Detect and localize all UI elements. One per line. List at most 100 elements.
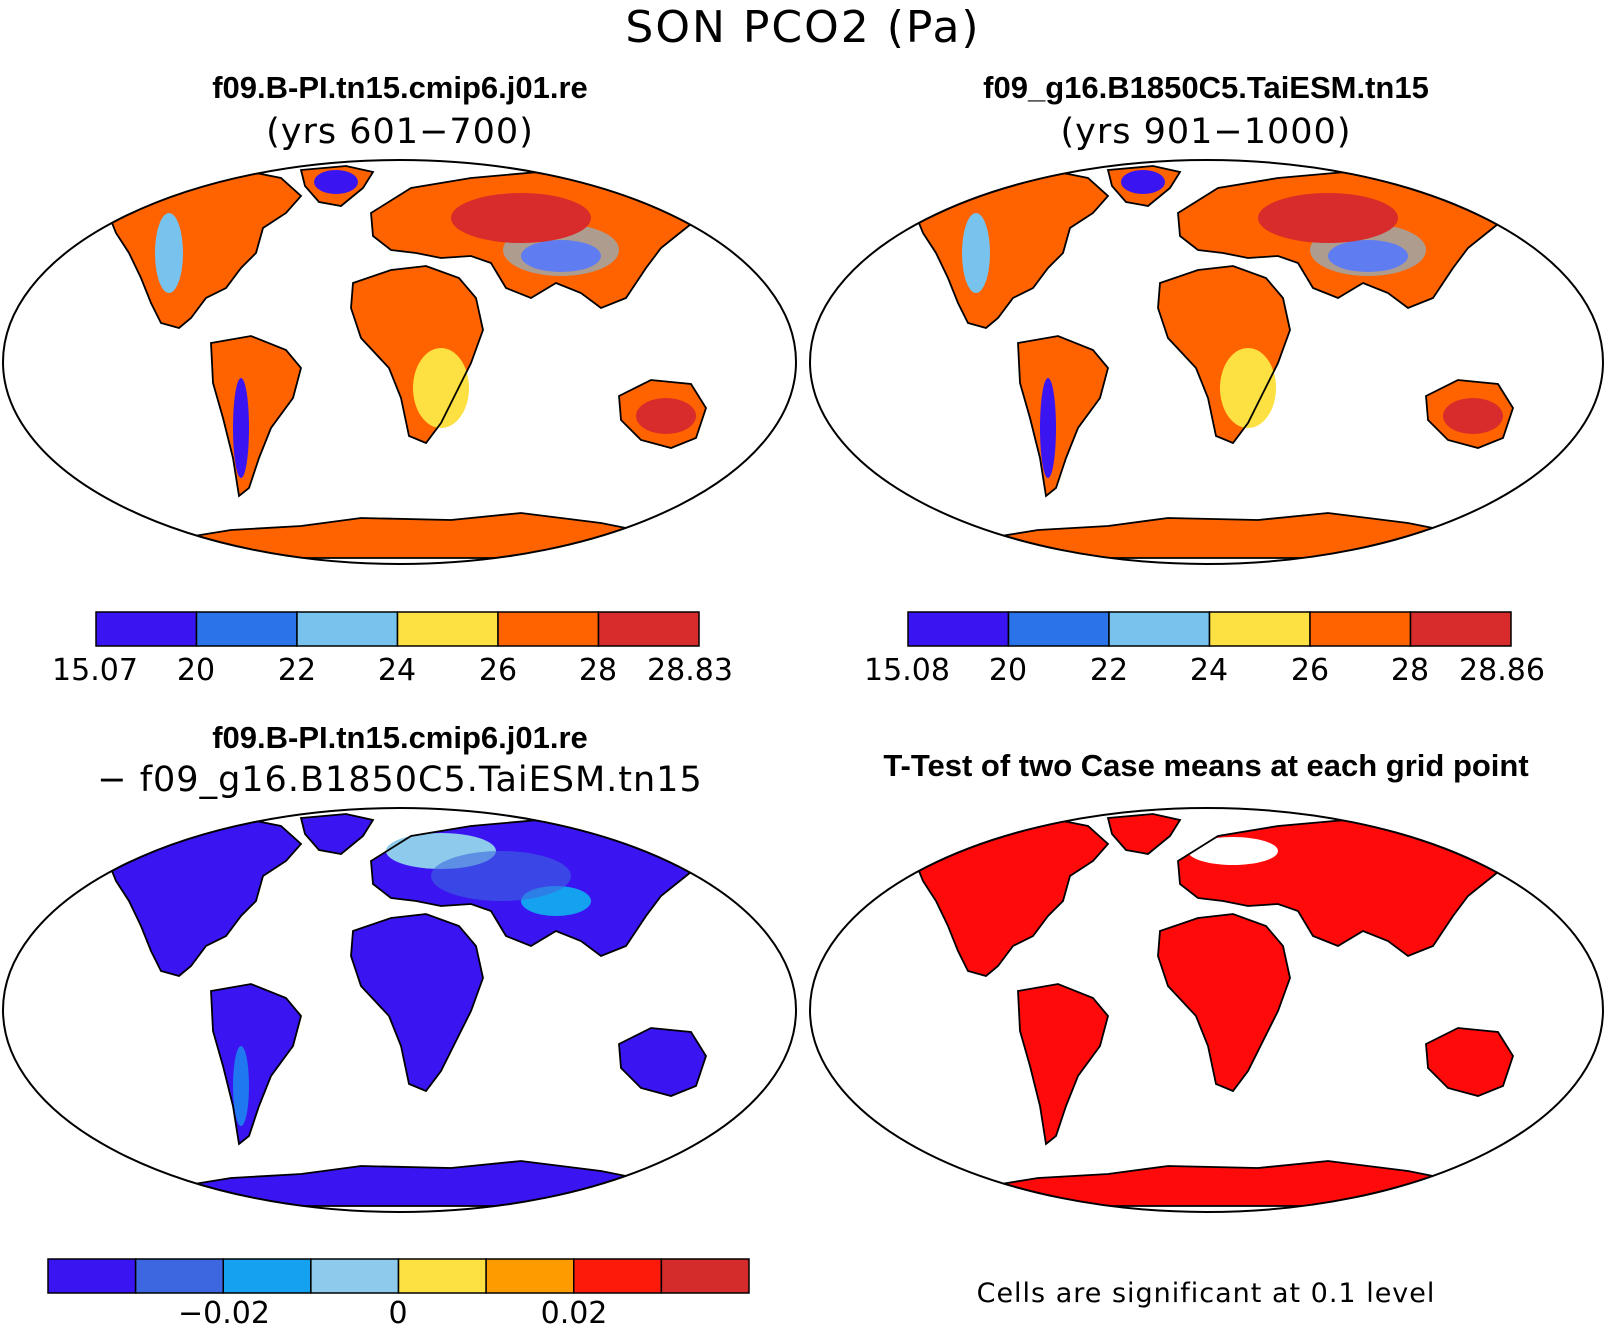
colorbar-swatch xyxy=(396,611,499,647)
southAmerica-coastline xyxy=(1017,983,1109,1146)
colorbar-case2-tick: 20 xyxy=(988,653,1028,688)
southAmerica-land xyxy=(1018,336,1108,496)
colorbar-case1-tick: 20 xyxy=(176,653,216,688)
panel-3-title: f09.B-PI.tn15.cmip6.j01.re xyxy=(212,720,588,755)
colorbar-swatch xyxy=(134,1258,224,1294)
colorbar-difference xyxy=(47,1258,750,1294)
colorbar-swatch xyxy=(310,1258,400,1294)
greenland-coastline xyxy=(1106,813,1182,855)
andes-region xyxy=(233,378,249,478)
colorbar-swatch xyxy=(1108,611,1211,647)
australia-coastline xyxy=(618,1027,707,1097)
siberia-region xyxy=(1258,193,1398,243)
map-land-group xyxy=(104,165,713,559)
map-land-group xyxy=(104,813,713,1207)
southAmerica-land xyxy=(211,336,301,496)
colorbar-case2-tick: 15.08 xyxy=(864,653,950,688)
australia-land xyxy=(1426,1028,1513,1096)
colorbar-swatch xyxy=(296,611,399,647)
colorbar-swatch xyxy=(397,1258,487,1294)
panel-1-subtitle: (yrs 601−700) xyxy=(266,112,534,152)
greenland-coastline xyxy=(299,813,375,855)
colorbar-case1-tick: 22 xyxy=(277,653,317,688)
siberia-region xyxy=(451,193,591,243)
colorbar-case1-tick: 26 xyxy=(478,653,518,688)
colorbar-difference-tick: −0.02 xyxy=(178,1296,270,1331)
south-africa-region xyxy=(1220,348,1276,428)
eurasia-diff-region xyxy=(431,851,571,901)
africa-land xyxy=(351,914,483,1091)
colorbar-difference-tick: 0.02 xyxy=(540,1296,608,1331)
antarctica-coastline xyxy=(150,1160,653,1207)
southAmerica-land xyxy=(1018,984,1108,1144)
greenland-coastline xyxy=(1106,165,1182,207)
colorbar-case2-tick: 28 xyxy=(1390,653,1430,688)
australia-region xyxy=(636,398,696,434)
panel-1-title: f09.B-PI.tn15.cmip6.j01.re xyxy=(212,70,588,105)
australia-coastline xyxy=(618,379,707,449)
map-ttest xyxy=(808,807,1605,1213)
colorbar-swatch xyxy=(1409,611,1512,647)
southAmerica-land xyxy=(211,984,301,1144)
panel-2-subtitle: (yrs 901−1000) xyxy=(1060,112,1352,152)
andes-diff-region xyxy=(233,1046,249,1126)
colorbar-swatch xyxy=(95,611,198,647)
rockies-region xyxy=(155,213,183,293)
colorbar-case2-tick: 24 xyxy=(1189,653,1229,688)
colorbar-case2-tick: 28.86 xyxy=(1459,653,1545,688)
map-border xyxy=(1,159,798,565)
antarctica-coastline xyxy=(957,1160,1460,1207)
africa-coastline xyxy=(350,913,484,1093)
colorbar-swatch xyxy=(660,1258,750,1294)
southAmerica-coastline xyxy=(210,983,302,1146)
africa-land xyxy=(1158,266,1290,443)
colorbar-swatch xyxy=(573,1258,663,1294)
northAmerica-land xyxy=(106,170,301,328)
africa-land xyxy=(351,266,483,443)
antarctica-land xyxy=(958,513,1458,558)
greenland-coastline xyxy=(299,165,375,207)
map-land-group xyxy=(911,165,1520,559)
colorbar-case2-tick: 26 xyxy=(1290,653,1330,688)
colorbar-swatch xyxy=(597,611,700,647)
south-africa-region xyxy=(413,348,469,428)
greenland-region xyxy=(1121,170,1165,194)
australia-region xyxy=(1443,398,1503,434)
insignificant-region xyxy=(1188,837,1278,865)
map-difference xyxy=(1,807,798,1213)
africa-coastline xyxy=(350,265,484,445)
colorbar-case2-tick: 22 xyxy=(1089,653,1129,688)
colorbar-swatch xyxy=(195,611,298,647)
panel-4-title: T-Test of two Case means at each grid po… xyxy=(883,748,1529,783)
colorbar-case1 xyxy=(95,611,700,647)
northAmerica-land xyxy=(106,818,301,976)
map-border xyxy=(808,807,1605,1213)
antarctica-coastline xyxy=(957,512,1460,559)
figure-title: SON PCO2 (Pa) xyxy=(625,2,981,53)
australia-coastline xyxy=(1425,1027,1514,1097)
colorbar-swatch xyxy=(485,1258,575,1294)
greenland-region xyxy=(314,170,358,194)
colorbar-case1-tick: 28.83 xyxy=(647,653,733,688)
australia-land xyxy=(619,1028,706,1096)
northAmerica-land xyxy=(913,818,1108,976)
andes-region xyxy=(1040,378,1056,478)
antarctica-land xyxy=(151,1161,651,1206)
colorbar-swatch xyxy=(1309,611,1412,647)
southAmerica-coastline xyxy=(1017,335,1109,498)
northAmerica-land xyxy=(913,170,1108,328)
colorbar-case1-tick: 15.07 xyxy=(52,653,138,688)
colorbar-case2 xyxy=(907,611,1512,647)
map-case1 xyxy=(1,159,798,565)
antarctica-coastline xyxy=(150,512,653,559)
map-land-group xyxy=(911,813,1520,1207)
panel-2-title: f09_g16.B1850C5.TaiESM.tn15 xyxy=(983,70,1429,105)
africa-land xyxy=(1158,914,1290,1091)
significance-note: Cells are significant at 0.1 level xyxy=(976,1278,1436,1309)
greenland-land xyxy=(301,814,373,854)
africa-coastline xyxy=(1157,913,1291,1093)
map-case2 xyxy=(808,159,1605,565)
australia-coastline xyxy=(1425,379,1514,449)
colorbar-case1-tick: 24 xyxy=(377,653,417,688)
colorbar-swatch xyxy=(497,611,600,647)
